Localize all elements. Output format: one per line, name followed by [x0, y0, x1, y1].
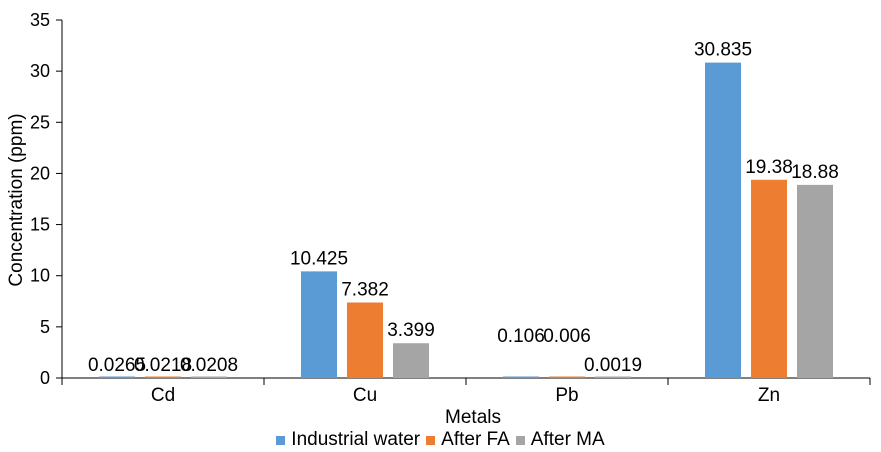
bar [301, 271, 337, 378]
data-labels: 0.0265 10.425 0.106 30.835 0.0218 7.382 0.006 1… [88, 40, 839, 376]
bar [797, 184, 833, 378]
y-tick-label: 15 [30, 215, 50, 235]
y-tick-label: 25 [30, 112, 50, 132]
y-tick-label: 5 [40, 317, 50, 337]
x-tick-label: Cd [151, 385, 175, 406]
data-label: 30.835 [694, 40, 752, 61]
bars [99, 62, 833, 379]
y-tick-label: 10 [30, 266, 50, 286]
legend-swatch [515, 435, 525, 445]
y-axis: 0 5 10 15 20 25 30 35 [30, 10, 63, 388]
data-label: 19.38 [745, 157, 793, 178]
legend-item: Industrial water [276, 429, 420, 451]
bar [751, 179, 787, 378]
data-label: 0.0265 [88, 355, 146, 376]
data-label: 0.0019 [584, 355, 642, 376]
legend: Industrial water After FA After MA [0, 429, 881, 451]
bar [549, 376, 585, 378]
y-tick-label: 35 [30, 10, 50, 30]
data-label: 0.0218 [134, 355, 192, 376]
legend-swatch [426, 435, 436, 445]
legend-label: Industrial water [291, 429, 421, 450]
bar [191, 376, 227, 378]
y-tick-label: 20 [30, 163, 50, 183]
data-label: 7.382 [341, 279, 389, 300]
data-label: 0.106 [497, 326, 545, 347]
data-label: 3.399 [387, 320, 435, 341]
x-axis-title: Metals [445, 407, 501, 428]
bar [393, 343, 429, 378]
data-label: 0.006 [543, 326, 591, 347]
bar [705, 62, 741, 379]
legend-item: After FA [426, 429, 510, 451]
bar [145, 376, 181, 378]
bar [99, 376, 135, 378]
bar [347, 302, 383, 378]
y-axis-title: Concentration (ppm) [6, 113, 27, 286]
x-tick-label: Zn [758, 385, 780, 406]
x-axis: Cd Cu Pb Zn [61, 377, 871, 406]
x-tick-label: Cu [353, 385, 377, 406]
data-label: 10.425 [290, 248, 348, 269]
bar [595, 376, 631, 378]
legend-item: After MA [515, 429, 605, 451]
legend-label: After MA [530, 429, 605, 450]
legend-swatch [276, 435, 286, 445]
legend-label: After FA [441, 429, 510, 450]
bar [503, 376, 539, 378]
y-tick-label: 0 [40, 368, 50, 388]
y-tick-label: 30 [30, 61, 50, 81]
data-label: 0.0208 [180, 355, 238, 376]
data-label: 18.88 [791, 162, 839, 183]
x-tick-label: Pb [555, 385, 578, 406]
